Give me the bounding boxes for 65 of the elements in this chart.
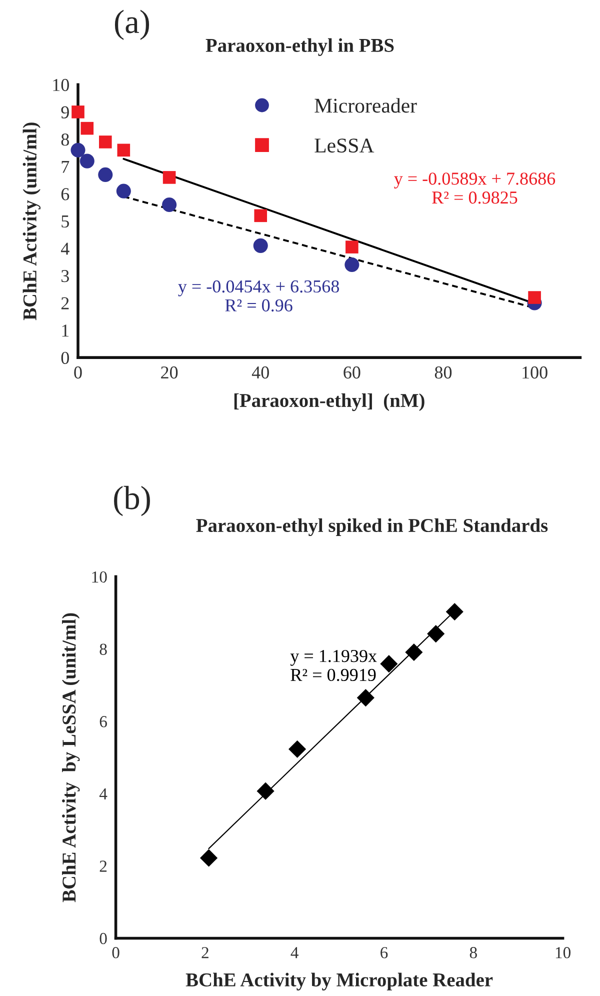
x-tick-label: 8 (470, 947, 477, 958)
text: (b) (114, 486, 150, 516)
point (256, 782, 274, 800)
y-tick-label: 10 (92, 571, 107, 583)
point (346, 240, 358, 254)
y-tick-label: 2 (100, 860, 107, 872)
x-tick-label: 80 (434, 366, 452, 379)
x-tick-label: 20 (161, 366, 178, 379)
x-axis-title: [Paraoxon-ethyl] (nM) (234, 393, 424, 412)
y-tick-label: 7 (62, 160, 70, 173)
x-tick-label: 10 (556, 947, 570, 958)
point (356, 689, 374, 707)
point (528, 291, 541, 304)
point (254, 209, 268, 222)
point (80, 122, 94, 135)
x-tick-label: 60 (344, 366, 360, 379)
point (116, 184, 131, 198)
y-tick-label: 3 (62, 270, 69, 282)
y-axis-title: BChE Activity by LeSSA (unit/ml) (62, 613, 80, 902)
chart-title: Paraoxon-ethyl spiked in PChE Standards (196, 518, 548, 536)
y-tick-label: 4 (99, 788, 108, 800)
x-tick-label: 0 (74, 366, 82, 379)
point (162, 171, 176, 184)
point (117, 144, 130, 157)
x-tick-label: 6 (380, 947, 388, 958)
x-tick-label: 0 (112, 947, 120, 958)
point (70, 142, 86, 158)
point (288, 740, 306, 758)
text: (a) (114, 10, 150, 40)
point (344, 257, 360, 272)
point (98, 136, 112, 148)
point (446, 602, 464, 621)
legend-label: Microreader (314, 98, 417, 113)
point (72, 106, 84, 118)
point (200, 849, 218, 867)
y-tick-label: 1 (62, 324, 69, 337)
point (380, 655, 398, 673)
y-tick-label: 6 (100, 716, 107, 728)
point (80, 154, 94, 168)
y-tick-label: 0 (61, 352, 69, 364)
chart-title: Paraoxon-ethyl in PBS (206, 38, 394, 56)
y-axis-title: BChE Activity (unit/ml) (22, 122, 40, 320)
y-tick-label: 8 (61, 134, 69, 146)
annotation: y = 1.1939x R² = 0.9919 (290, 650, 377, 682)
y-tick-label: 0 (100, 932, 107, 944)
x-tick-label: 2 (202, 947, 208, 958)
y-tick-label: 2 (61, 297, 69, 310)
point (162, 197, 177, 212)
x-tick-label: 40 (252, 366, 269, 379)
y-tick-label: 8 (100, 644, 107, 655)
x-tick-label: 100 (522, 366, 548, 379)
point (427, 625, 445, 643)
y-tick-label: 4 (60, 242, 70, 255)
y-tick-label: 5 (62, 216, 69, 228)
annotation: y = -0.0589x + 7.8686 R² = 0.9825 (394, 172, 556, 204)
y-tick-label: 6 (61, 188, 70, 200)
x-axis-title: BChE Activity by Microplate Reader (186, 972, 493, 990)
point (98, 167, 113, 182)
y-tick-label: 10 (53, 78, 69, 92)
x-tick-label: 4 (290, 947, 299, 958)
y-tick-label: 9 (61, 106, 69, 118)
point (405, 643, 423, 662)
legend-label: LeSSA (314, 138, 374, 153)
annotation: y = -0.0454x + 6.3568 R² = 0.96 (178, 280, 339, 312)
point (253, 238, 268, 253)
